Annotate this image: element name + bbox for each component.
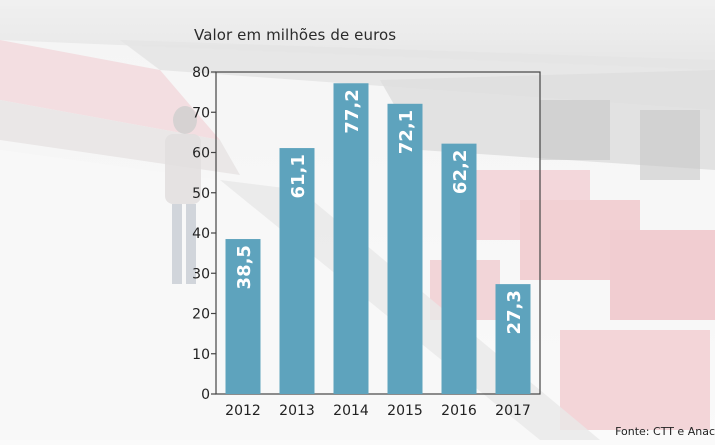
y-tick-label: 70: [192, 105, 210, 121]
bar: [387, 103, 423, 395]
y-tick-label: 30: [192, 266, 210, 282]
chart-title: Valor em milhões de euros: [194, 26, 397, 44]
bar: [441, 143, 477, 394]
bar-value-label: 38,5: [234, 245, 255, 289]
x-tick-label: 2012: [225, 403, 261, 419]
source-note: Fonte: CTT e Anac: [615, 425, 715, 438]
bar: [333, 83, 369, 395]
x-tick-label: 2015: [387, 403, 423, 419]
bar-value-label: 61,1: [288, 154, 309, 198]
y-tick-label: 40: [192, 226, 210, 242]
bar-value-label: 77,2: [342, 89, 363, 133]
y-tick-label: 80: [192, 65, 210, 81]
x-tick-label: 2017: [495, 403, 531, 419]
y-tick-label: 60: [192, 146, 210, 162]
x-tick-label: 2014: [333, 403, 369, 419]
x-tick-label: 2013: [279, 403, 315, 419]
bar-value-label: 27,3: [504, 290, 525, 334]
y-tick-label: 50: [192, 186, 210, 202]
y-tick-label: 0: [201, 387, 210, 403]
bar-value-label: 72,1: [396, 110, 417, 154]
plot-frame: [215, 71, 541, 395]
x-tick-label: 2016: [441, 403, 477, 419]
y-tick-label: 10: [192, 347, 210, 363]
bar: [495, 284, 531, 394]
y-tick-label: 20: [192, 307, 210, 323]
bar: [225, 239, 261, 394]
bar-value-label: 62,2: [450, 150, 471, 194]
bar: [279, 148, 315, 394]
